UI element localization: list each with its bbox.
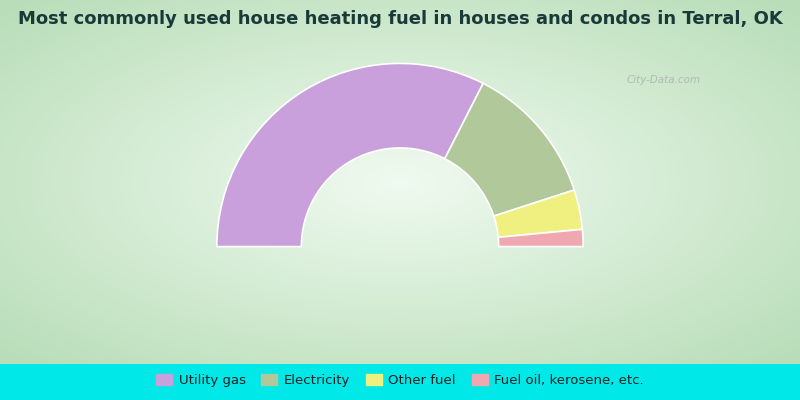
- Text: Most commonly used house heating fuel in houses and condos in Terral, OK: Most commonly used house heating fuel in…: [18, 10, 782, 28]
- Wedge shape: [445, 83, 574, 216]
- Legend: Utility gas, Electricity, Other fuel, Fuel oil, kerosene, etc.: Utility gas, Electricity, Other fuel, Fu…: [152, 370, 648, 392]
- Wedge shape: [494, 190, 582, 237]
- Text: City-Data.com: City-Data.com: [627, 75, 701, 85]
- Wedge shape: [217, 64, 483, 246]
- Wedge shape: [498, 229, 583, 246]
